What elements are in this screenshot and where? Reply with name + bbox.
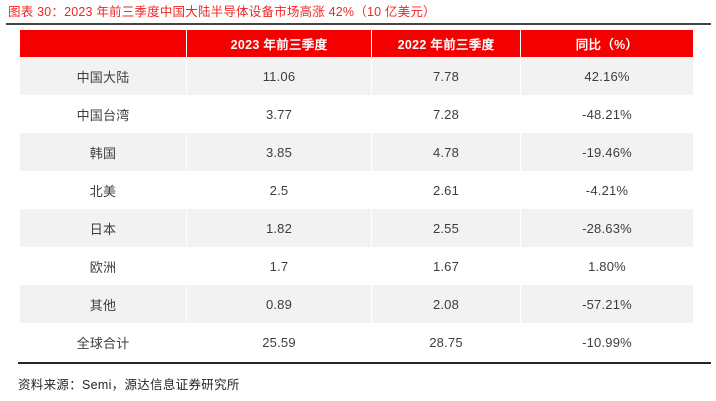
table-row: 全球合计 25.59 28.75 -10.99% xyxy=(20,323,693,361)
region-cell: 全球合计 xyxy=(76,335,130,351)
table-bottom-line xyxy=(18,362,711,364)
value-2023-cell: 11.06 xyxy=(186,57,371,95)
value-2022-cell: 28.75 xyxy=(371,323,520,361)
region-cell: 其他 xyxy=(89,297,117,313)
value-2022-cell: 2.08 xyxy=(371,285,520,323)
yoy-cell: -28.63% xyxy=(520,209,693,247)
yoy-cell: -10.99% xyxy=(520,323,693,361)
value-2023-cell: 0.89 xyxy=(186,285,371,323)
table-row: 欧洲 1.7 1.67 1.80% xyxy=(20,247,693,285)
value-2022-cell: 7.28 xyxy=(371,95,520,133)
yoy-cell: -4.21% xyxy=(520,171,693,209)
value-2022-cell: 2.61 xyxy=(371,171,520,209)
figure-title: 图表 30：2023 年前三季度中国大陆半导体设备市场高涨 42%（10 亿美元… xyxy=(8,5,436,19)
value-2022-cell: 7.78 xyxy=(371,57,520,95)
table-row: 中国台湾 3.77 7.28 -48.21% xyxy=(20,95,693,133)
table-row: 韩国 3.85 4.78 -19.46% xyxy=(20,133,693,171)
table-row: 日本 1.82 2.55 -28.63% xyxy=(20,209,693,247)
table-row: 其他 0.89 2.08 -57.21% xyxy=(20,285,693,323)
region-cell: 北美 xyxy=(89,183,117,199)
yoy-cell: -57.21% xyxy=(520,285,693,323)
header-2023-q3: 2023 年前三季度 xyxy=(186,30,371,57)
yoy-cell: -48.21% xyxy=(520,95,693,133)
value-2023-cell: 25.59 xyxy=(186,323,371,361)
table-body: 中国大陆 11.06 7.78 42.16% 中国台湾 3.77 7.28 -4… xyxy=(20,57,693,361)
semiconductor-market-table: 2023 年前三季度 2022 年前三季度 同比（%） 中国大陆 11.06 7… xyxy=(20,30,693,361)
header-region-blank xyxy=(20,30,186,57)
region-cell: 中国大陆 xyxy=(76,69,130,85)
table-row: 中国大陆 11.06 7.78 42.16% xyxy=(20,57,693,95)
header-yoy: 同比（%） xyxy=(520,30,693,57)
header-2022-q3: 2022 年前三季度 xyxy=(371,30,520,57)
value-2022-cell: 1.67 xyxy=(371,247,520,285)
region-cell: 韩国 xyxy=(89,145,117,161)
value-2023-cell: 3.77 xyxy=(186,95,371,133)
value-2023-cell: 3.85 xyxy=(186,133,371,171)
value-2022-cell: 2.55 xyxy=(371,209,520,247)
region-cell: 日本 xyxy=(89,221,117,237)
table-row: 北美 2.5 2.61 -4.21% xyxy=(20,171,693,209)
value-2023-cell: 1.7 xyxy=(186,247,371,285)
yoy-cell: 1.80% xyxy=(520,247,693,285)
title-divider-line xyxy=(6,23,711,25)
table-header-row: 2023 年前三季度 2022 年前三季度 同比（%） xyxy=(20,30,693,57)
source-note: 资料来源：Semi，源达信息证券研究所 xyxy=(18,378,240,392)
yoy-cell: -19.46% xyxy=(520,133,693,171)
yoy-cell: 42.16% xyxy=(520,57,693,95)
region-cell: 中国台湾 xyxy=(76,107,130,123)
region-cell: 欧洲 xyxy=(89,259,117,275)
value-2023-cell: 2.5 xyxy=(186,171,371,209)
value-2022-cell: 4.78 xyxy=(371,133,520,171)
value-2023-cell: 1.82 xyxy=(186,209,371,247)
